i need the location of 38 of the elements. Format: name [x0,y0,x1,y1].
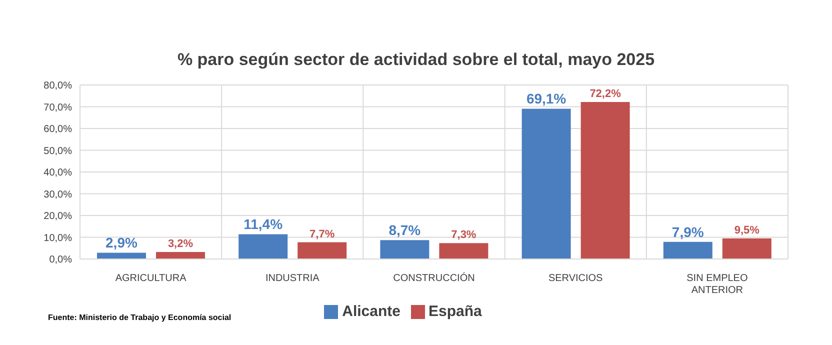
data-label: 7,3% [451,229,476,242]
bar [156,252,205,259]
data-label: 7,7% [310,228,335,240]
data-label: 3,2% [168,238,194,250]
bar [238,234,288,259]
data-label: 9,5% [734,224,760,236]
x-tick-label: SIN EMPLEO ANTERIOR [686,273,748,296]
y-tick-label: 40,0% [44,168,72,179]
x-tick-label: AGRICULTURA [115,273,187,284]
x-tick-label: INDUSTRIA [265,273,320,284]
y-tick-label: 60,0% [44,124,72,136]
bar [298,242,347,259]
y-tick-label: 10,0% [44,232,72,244]
y-tick-label: 0,0% [49,254,72,266]
bar [580,102,630,259]
data-label: 11,4% [244,216,284,232]
x-tick-label: SERVICIOS [548,273,604,284]
data-label: 69,1% [526,90,567,107]
bar [663,242,712,259]
y-tick-label: 50,0% [44,146,72,157]
data-label: 2,9% [106,234,138,251]
y-tick-label: 70,0% [44,102,72,114]
y-tick-label: 30,0% [44,189,72,200]
legend-label: Alicante [342,303,400,320]
y-tick-label: 80,0% [44,80,72,92]
bar [380,240,430,259]
bar [439,243,488,259]
data-label: 7,9% [672,224,704,240]
source-note: Fuente: Ministerio de Trabajo y Economía social [48,313,232,322]
x-tick-label: CONSTRUCCIÓN [393,272,475,284]
bar [522,108,571,259]
data-label: 72,2% [590,88,622,100]
y-tick-label: 20,0% [44,211,72,222]
chart-title: % paro según sector de actividad sobre el total, mayo 2025 [176,50,656,70]
legend-label: España [428,303,482,320]
bar [96,252,146,259]
data-label: 8,7% [388,222,422,238]
bar [722,238,772,259]
